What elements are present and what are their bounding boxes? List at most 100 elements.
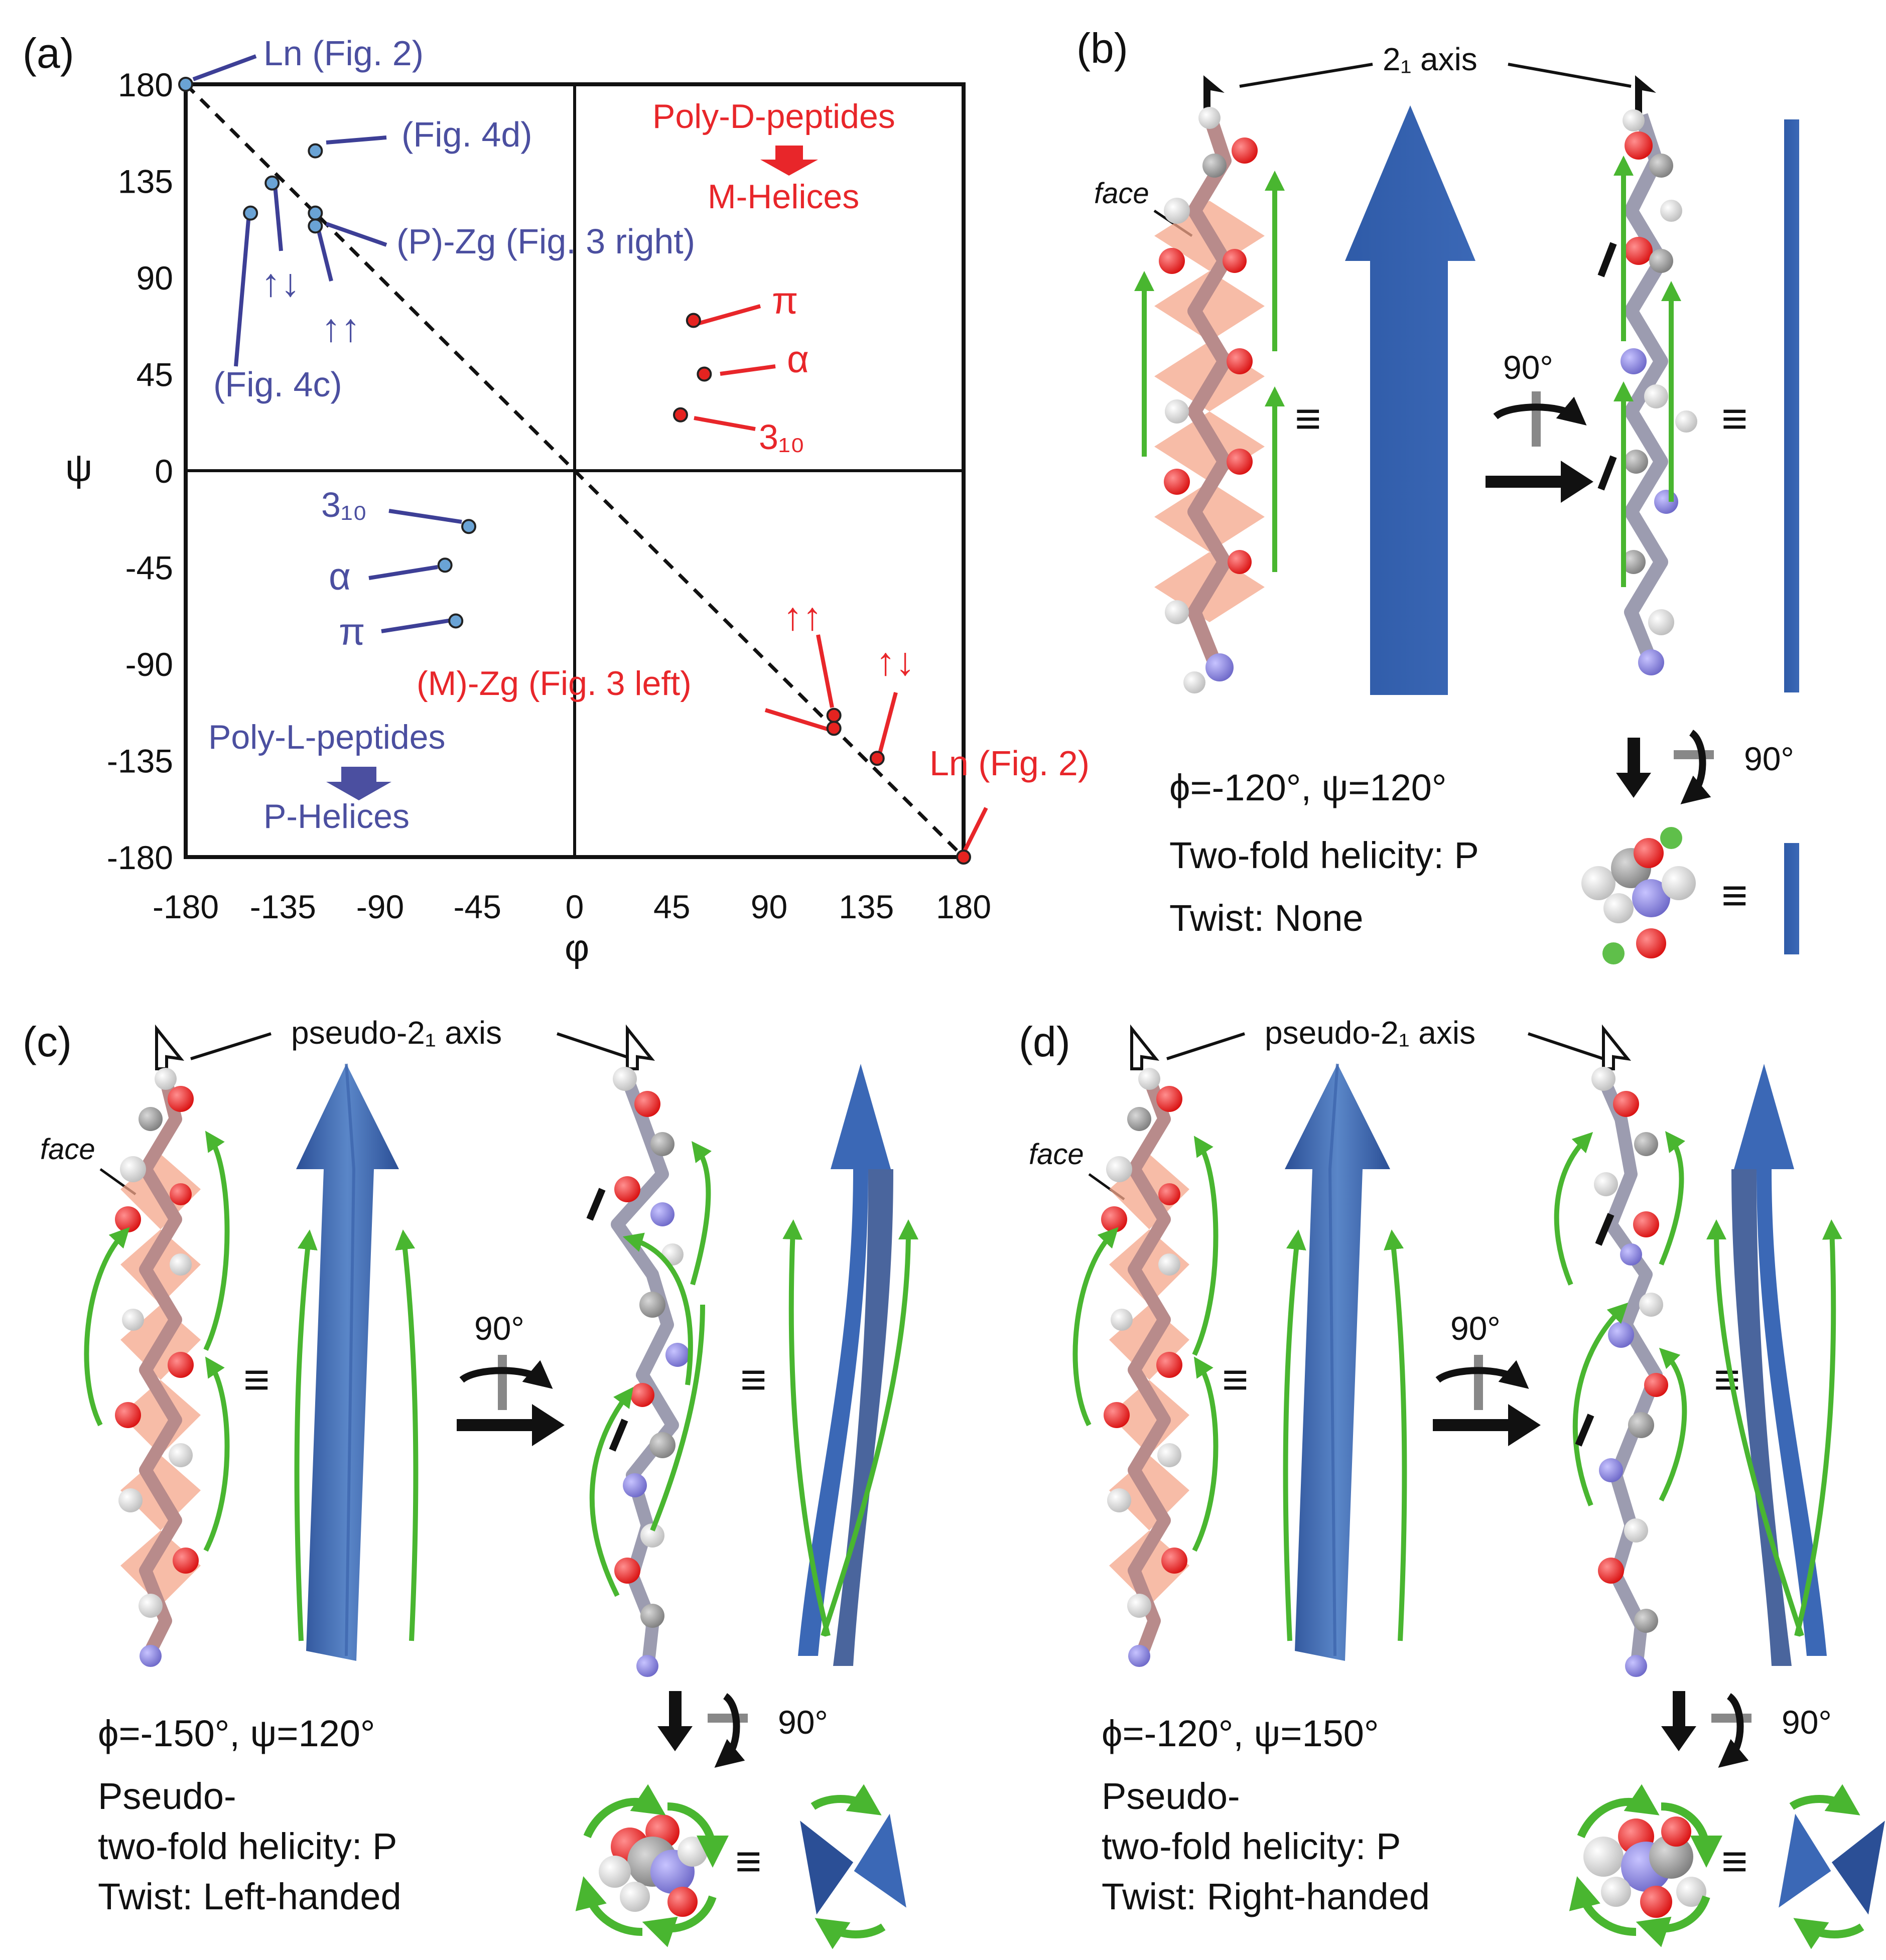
panel-c-helicity-2: two-fold helicity: P <box>98 1826 397 1867</box>
atom <box>115 1206 141 1232</box>
panel-b-down-arrow <box>1616 738 1651 798</box>
data-point <box>243 205 258 221</box>
panel-c-twist: Twist: Left-handed <box>98 1876 401 1917</box>
panel-c-down-arrow <box>657 1691 693 1751</box>
atom <box>1127 1594 1151 1618</box>
panel-c-rotation-label-2: 90° <box>778 1704 828 1741</box>
atom <box>1613 1091 1639 1117</box>
two-fold-axis-icon <box>1203 75 1225 114</box>
atom <box>1633 1211 1659 1237</box>
panel-c-arrow-side <box>798 1064 893 1666</box>
annot-red-pi: π <box>772 279 798 322</box>
y-tick-label: -135 <box>107 743 173 780</box>
annot-blue-alpha: α <box>329 555 351 598</box>
atom <box>623 1473 647 1497</box>
rotate-90-icon-horizontal <box>708 1693 748 1768</box>
panel-d-equiv-1: ≡ <box>1222 1355 1249 1405</box>
x-tick-label: 45 <box>653 888 690 925</box>
panel-d-down-arrow <box>1661 1691 1696 1751</box>
panel-b-angles: ϕ=-120°, ψ=120° <box>1169 767 1447 808</box>
atom <box>1158 1253 1180 1276</box>
data-point <box>437 557 453 573</box>
atom <box>614 1176 640 1202</box>
panel-d-arrow-side-green-lines <box>1706 1219 1842 1637</box>
annot-poly-l: Poly-L-peptides <box>208 718 445 756</box>
panel-d-label: (d) <box>1019 1018 1070 1065</box>
atom <box>1649 249 1673 273</box>
atom <box>115 1402 141 1428</box>
pseudo-axis-icon <box>1130 1024 1160 1070</box>
atom <box>613 1067 637 1091</box>
panel-b-equiv-1: ≡ <box>1295 394 1321 444</box>
annot-p-helices: P-Helices <box>263 797 410 835</box>
atom <box>1159 248 1185 274</box>
panel-b-molecule-front <box>1154 107 1265 693</box>
x-tick-labels: -180 -135 -90 -45 0 45 90 135 180 <box>153 888 991 925</box>
atom <box>1644 384 1668 408</box>
annot-red-parallel: ↑↑ <box>783 594 822 638</box>
pseudo-axis-icon-rotated <box>626 1024 655 1070</box>
y-tick-label: 90 <box>137 259 173 297</box>
y-tick-label: -45 <box>125 549 173 587</box>
y-tick-label: -180 <box>107 839 173 876</box>
atom <box>1625 131 1653 160</box>
panel-c-green-arrows <box>84 1131 230 1552</box>
poly-l-down-arrow <box>326 767 391 800</box>
data-point <box>869 751 885 766</box>
annot-blue-fig4d: (Fig. 4d) <box>401 115 532 154</box>
panel-b-molecule-side <box>1621 109 1697 675</box>
annot-blue-310: 3₁₀ <box>321 485 367 524</box>
atom <box>1227 449 1253 475</box>
atom <box>120 1156 146 1182</box>
rotate-90-icon-horizontal <box>1674 730 1714 804</box>
atom <box>1624 450 1648 474</box>
atom <box>639 1292 665 1318</box>
annot-blue-pi: π <box>339 611 365 653</box>
panel-d-axis-label: pseudo-2₁ axis <box>1265 1015 1475 1051</box>
panel-c-arrow-front-green-lines <box>294 1229 419 1641</box>
panel-c-molecule-side <box>611 1067 690 1677</box>
atom <box>640 1604 664 1628</box>
data-points <box>178 77 971 865</box>
blue-annotations: Ln (Fig. 2) (Fig. 4d) (P)-Zg (Fig. 3 rig… <box>208 34 695 835</box>
panel-d-arrow-front-green-lines <box>1283 1229 1407 1641</box>
annot-m-helices: M-Helices <box>708 178 859 216</box>
y-tick-label: 135 <box>118 163 173 200</box>
panel-c-label: (c) <box>23 1018 72 1065</box>
panel-d-end-view <box>1569 1784 1722 1947</box>
x-tick-label: 90 <box>751 888 787 925</box>
atom <box>650 1132 675 1156</box>
atom <box>650 1202 675 1226</box>
atom <box>1598 1558 1624 1584</box>
atom <box>1156 1352 1182 1378</box>
panel-c-equiv-2: ≡ <box>740 1355 767 1405</box>
atom <box>665 1343 690 1367</box>
atom <box>168 1352 194 1378</box>
y-axis-label: ψ <box>65 447 92 489</box>
annot-red-alpha: α <box>787 338 809 381</box>
data-point <box>686 313 701 328</box>
panel-b-equiv-3: ≡ <box>1721 871 1748 921</box>
x-tick-label: -90 <box>356 888 404 925</box>
panel-d-angles: ϕ=-120°, ψ=150° <box>1102 1713 1379 1754</box>
atom <box>1608 1322 1634 1348</box>
y-tick-label: 0 <box>155 453 173 490</box>
data-point <box>826 708 842 723</box>
annot-poly-d: Poly-D-peptides <box>652 97 895 135</box>
x-tick-label: -45 <box>454 888 501 925</box>
annot-red-mzg: (M)-Zg (Fig. 3 left) <box>417 664 692 703</box>
data-point <box>308 218 323 234</box>
atom <box>1156 1086 1182 1112</box>
panel-d-molecule-front <box>1101 1068 1189 1667</box>
panel-b-face-label: face <box>1094 177 1149 210</box>
annot-red-310: 3₁₀ <box>759 417 805 457</box>
axis-into-page-icon-2 <box>1602 942 1625 964</box>
atom <box>170 1183 192 1205</box>
annot-red-ln: Ln (Fig. 2) <box>929 744 1090 783</box>
poly-d-down-arrow <box>760 146 818 176</box>
atom <box>1127 1107 1151 1131</box>
panel-d: (d) pseudo-2₁ axis face ≡ 90° <box>1019 1015 1885 1949</box>
panel-c-equiv-1: ≡ <box>243 1355 270 1405</box>
atom <box>169 1443 193 1467</box>
panel-d-helicity-1: Pseudo- <box>1102 1775 1240 1817</box>
